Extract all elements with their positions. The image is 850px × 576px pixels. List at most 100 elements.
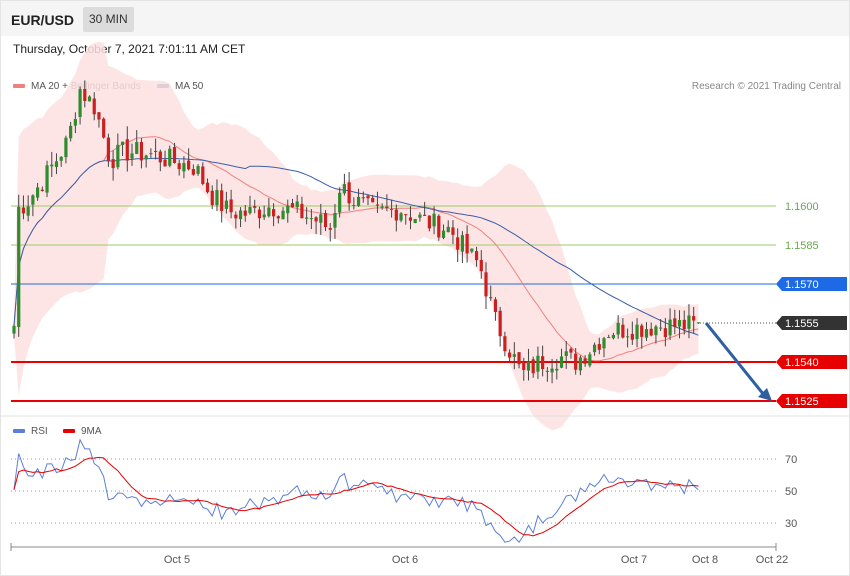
candle-body: [526, 361, 531, 371]
candle-body: [333, 212, 337, 228]
level-1-1555-label: 1.1555: [785, 318, 819, 330]
rsi-ma-line: [13, 456, 699, 537]
candle-body: [460, 235, 464, 252]
candle-body: [394, 209, 398, 221]
candle-body: [253, 206, 257, 208]
candle-body: [489, 297, 493, 299]
level-1-1570-label: 1.1570: [785, 279, 819, 291]
candle-body: [470, 248, 474, 252]
forecast-arrow-line: [704, 322, 766, 396]
candle-body: [564, 351, 568, 356]
candle-body: [168, 148, 172, 166]
candle-body: [210, 190, 214, 206]
candle-body: [578, 357, 582, 371]
candle-body: [493, 299, 498, 313]
candle-body: [36, 187, 40, 198]
level-1-1570-tag: [776, 277, 847, 291]
candle-body: [569, 348, 573, 353]
candle-body: [597, 344, 601, 350]
legend-rsi: RSI: [13, 426, 48, 437]
candle-body: [692, 316, 696, 321]
candle-body: [139, 141, 144, 161]
candle-body: [262, 214, 266, 218]
candle-body: [682, 319, 686, 330]
candle-body: [130, 153, 134, 159]
candle-body: [220, 190, 224, 211]
candle-body: [352, 204, 356, 206]
candle-body: [616, 322, 620, 335]
candle-body: [276, 216, 280, 219]
candle-body: [640, 325, 644, 337]
candle-body: [338, 192, 342, 213]
symbol-title: EUR/USD: [11, 12, 75, 28]
candle-body: [635, 324, 639, 340]
candle-body: [111, 159, 115, 169]
candle-body: [361, 197, 365, 199]
candle-body: [375, 204, 380, 206]
x-tick-label: Oct 8: [692, 554, 718, 566]
candle-body: [83, 88, 87, 102]
candle-body: [446, 226, 450, 233]
candle-body: [300, 203, 304, 219]
rsi-line: [13, 438, 699, 544]
rsi-level-label-50: 50: [785, 486, 797, 498]
candle-body: [73, 119, 77, 126]
candle-body: [215, 190, 219, 206]
legend-ma50-label: MA 50: [175, 81, 204, 92]
legend-9ma-swatch: [63, 429, 75, 434]
legend-ma20-swatch: [13, 84, 25, 89]
level-1-1525-tag: [776, 394, 847, 408]
candle-body: [191, 169, 195, 175]
level-1-1525-label: 1.1525: [785, 396, 819, 408]
chart-header: EUR/USD 30 MIN: [1, 1, 849, 36]
candle-body: [135, 141, 139, 154]
candle-body: [154, 150, 158, 152]
candle-body: [668, 319, 672, 336]
candle-body: [50, 164, 54, 167]
candle-body: [644, 329, 649, 338]
candle-body: [257, 209, 262, 219]
timestamp: Thursday, October 7, 2021 7:01:11 AM CET: [13, 42, 246, 56]
legend-9ma-label: 9MA: [81, 426, 102, 437]
level-1-1555-tag: [776, 316, 847, 330]
candle-body: [474, 251, 479, 261]
x-tick-label: Oct 22: [756, 554, 788, 566]
candle-body: [583, 358, 587, 364]
candle-body: [588, 354, 592, 366]
candle-body: [243, 210, 247, 216]
candle-body: [54, 161, 59, 168]
candle-body: [45, 165, 49, 193]
candle-body: [385, 206, 389, 209]
level-1-1540-label: 1.1540: [785, 357, 819, 369]
candle-body: [559, 356, 564, 368]
candle-body: [649, 328, 653, 336]
candle-body: [498, 310, 502, 337]
candle-body: [413, 218, 417, 223]
candle-body: [687, 315, 691, 329]
candle-body: [238, 210, 243, 220]
candle-body: [541, 356, 545, 370]
candle-body: [508, 352, 512, 358]
candle-body: [432, 213, 436, 227]
candle-body: [172, 147, 177, 163]
candle-body: [630, 333, 634, 340]
candle-body: [149, 153, 153, 155]
candle-body: [120, 141, 125, 146]
x-tick-label: Oct 7: [621, 554, 647, 566]
candle-body: [677, 320, 682, 327]
timeframe-button[interactable]: 30 MIN: [83, 7, 134, 32]
level-1-1600-label: 1.1600: [785, 201, 819, 213]
candle-body: [106, 137, 110, 162]
candle-body: [390, 209, 394, 211]
candle-body: [611, 334, 616, 339]
candle-body: [267, 207, 271, 217]
candle-body: [437, 215, 441, 238]
level-1-1540-tag: [776, 355, 847, 369]
candle-body: [512, 354, 516, 357]
credit-text: Research © 2021 Trading Central: [691, 81, 841, 92]
candle-body: [163, 159, 167, 167]
candle-body: [40, 189, 44, 191]
candle-body: [536, 355, 540, 372]
candle-body: [295, 201, 299, 208]
